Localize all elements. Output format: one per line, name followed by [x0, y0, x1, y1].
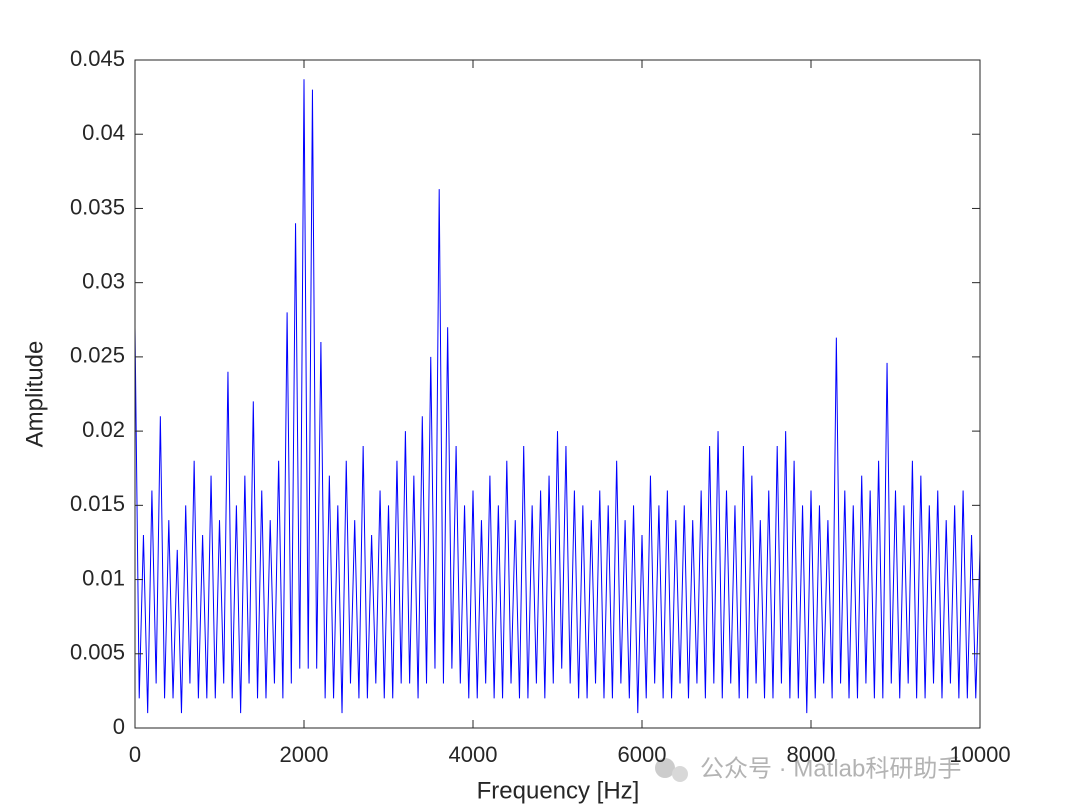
axes-box	[134, 59, 981, 729]
x-axis-label: Frequency [Hz]	[477, 777, 640, 804]
watermark: 公众号 · Matlab科研助手	[655, 755, 961, 782]
watermark-icon	[655, 758, 675, 778]
watermark-text: 公众号 · Matlab科研助手	[700, 755, 961, 782]
x-tick-label: 8000	[787, 742, 836, 767]
y-tick-label: 0.015	[70, 491, 125, 516]
watermark-icon	[672, 766, 688, 782]
x-tick-label: 0	[129, 742, 141, 767]
x-tick-label: 6000	[618, 742, 667, 767]
y-tick-label: 0.005	[70, 640, 125, 665]
plot-area	[134, 79, 981, 714]
y-tick-label: 0.02	[82, 417, 125, 442]
y-tick-label: 0.035	[70, 194, 125, 219]
y-tick-label: 0.045	[70, 46, 125, 71]
y-axis-label: Amplitude	[21, 341, 48, 448]
x-tick-label: 10000	[949, 742, 1010, 767]
data-line	[134, 79, 981, 714]
x-tick-label: 2000	[280, 742, 329, 767]
y-tick-label: 0.04	[82, 120, 125, 145]
x-tick-label: 4000	[449, 742, 498, 767]
y-tick-label: 0.03	[82, 268, 125, 293]
y-tick-label: 0.025	[70, 343, 125, 368]
y-tick-label: 0.01	[82, 565, 125, 590]
y-tick-label: 0	[113, 714, 125, 739]
